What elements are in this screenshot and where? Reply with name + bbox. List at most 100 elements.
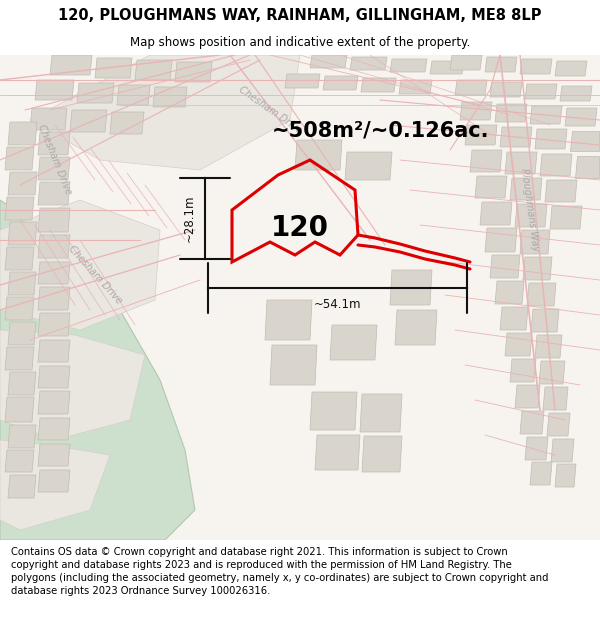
- Polygon shape: [465, 125, 497, 145]
- Polygon shape: [5, 247, 34, 270]
- Polygon shape: [8, 425, 36, 448]
- Polygon shape: [450, 55, 482, 70]
- Text: ~54.1m: ~54.1m: [314, 298, 361, 311]
- Polygon shape: [38, 262, 70, 284]
- Polygon shape: [505, 333, 532, 356]
- Text: ~508m²/~0.126ac.: ~508m²/~0.126ac.: [271, 120, 489, 140]
- Polygon shape: [460, 102, 492, 120]
- Polygon shape: [38, 418, 70, 440]
- Polygon shape: [30, 55, 300, 170]
- Polygon shape: [395, 310, 437, 345]
- Polygon shape: [485, 228, 517, 252]
- Text: Contains OS data © Crown copyright and database right 2021. This information is : Contains OS data © Crown copyright and d…: [11, 547, 548, 596]
- Polygon shape: [350, 57, 387, 70]
- Polygon shape: [500, 127, 532, 147]
- Polygon shape: [525, 437, 548, 460]
- Polygon shape: [525, 84, 557, 99]
- Polygon shape: [490, 255, 520, 278]
- Polygon shape: [285, 74, 320, 88]
- Polygon shape: [361, 78, 396, 92]
- Polygon shape: [270, 345, 317, 385]
- Polygon shape: [95, 58, 132, 78]
- Text: 120: 120: [271, 214, 329, 242]
- Polygon shape: [535, 335, 562, 358]
- Polygon shape: [265, 300, 312, 340]
- Polygon shape: [362, 436, 402, 472]
- Polygon shape: [38, 287, 70, 310]
- Polygon shape: [345, 152, 392, 180]
- Polygon shape: [8, 122, 37, 145]
- Polygon shape: [485, 57, 517, 72]
- Polygon shape: [360, 394, 402, 432]
- Polygon shape: [8, 272, 36, 295]
- Polygon shape: [490, 82, 522, 97]
- Polygon shape: [8, 322, 36, 345]
- Polygon shape: [0, 55, 600, 540]
- Polygon shape: [35, 80, 74, 100]
- Polygon shape: [77, 83, 114, 103]
- Polygon shape: [310, 55, 347, 68]
- Polygon shape: [543, 387, 568, 410]
- Polygon shape: [539, 361, 565, 384]
- Text: 120, PLOUGHMANS WAY, RAINHAM, GILLINGHAM, ME8 8LP: 120, PLOUGHMANS WAY, RAINHAM, GILLINGHAM…: [58, 8, 542, 23]
- Polygon shape: [495, 281, 524, 304]
- Polygon shape: [8, 172, 37, 195]
- Polygon shape: [38, 340, 70, 362]
- Polygon shape: [547, 413, 570, 436]
- Text: ~28.1m: ~28.1m: [182, 195, 196, 242]
- Polygon shape: [523, 257, 552, 280]
- Polygon shape: [5, 147, 34, 170]
- Polygon shape: [390, 270, 432, 305]
- Polygon shape: [30, 108, 67, 130]
- Polygon shape: [531, 309, 559, 332]
- Polygon shape: [5, 347, 34, 370]
- Polygon shape: [551, 439, 574, 462]
- Polygon shape: [323, 76, 358, 90]
- Polygon shape: [38, 366, 70, 388]
- Text: Map shows position and indicative extent of the property.: Map shows position and indicative extent…: [130, 36, 470, 49]
- Polygon shape: [550, 206, 582, 229]
- Polygon shape: [38, 313, 70, 336]
- Polygon shape: [540, 154, 572, 176]
- Polygon shape: [38, 470, 70, 492]
- Polygon shape: [38, 132, 70, 155]
- Polygon shape: [330, 325, 377, 360]
- Polygon shape: [505, 152, 537, 174]
- Polygon shape: [135, 60, 172, 80]
- Polygon shape: [295, 140, 342, 170]
- Polygon shape: [510, 178, 542, 200]
- Polygon shape: [5, 397, 34, 422]
- Polygon shape: [38, 391, 70, 414]
- Polygon shape: [310, 392, 357, 430]
- Polygon shape: [315, 435, 360, 470]
- Polygon shape: [38, 444, 70, 466]
- Polygon shape: [565, 108, 597, 126]
- Polygon shape: [515, 385, 540, 408]
- Polygon shape: [38, 157, 70, 180]
- Polygon shape: [495, 104, 527, 122]
- Text: Chesham Drive: Chesham Drive: [236, 84, 304, 136]
- Polygon shape: [555, 61, 587, 76]
- Polygon shape: [38, 208, 70, 232]
- Polygon shape: [117, 85, 150, 105]
- Polygon shape: [470, 150, 502, 172]
- Polygon shape: [480, 202, 512, 225]
- Polygon shape: [527, 283, 556, 306]
- Polygon shape: [175, 62, 212, 82]
- Polygon shape: [0, 330, 145, 440]
- Polygon shape: [500, 307, 528, 330]
- Polygon shape: [399, 80, 432, 94]
- Polygon shape: [535, 129, 567, 149]
- Polygon shape: [520, 59, 552, 74]
- Polygon shape: [110, 112, 144, 134]
- Polygon shape: [455, 80, 487, 95]
- Polygon shape: [520, 230, 550, 254]
- Polygon shape: [560, 86, 592, 101]
- Polygon shape: [0, 440, 110, 530]
- Polygon shape: [5, 197, 34, 220]
- Text: Chesham Drive: Chesham Drive: [37, 124, 74, 196]
- Text: Chesham Drive: Chesham Drive: [66, 244, 124, 306]
- Polygon shape: [38, 235, 70, 258]
- Polygon shape: [5, 450, 34, 472]
- Polygon shape: [38, 182, 70, 205]
